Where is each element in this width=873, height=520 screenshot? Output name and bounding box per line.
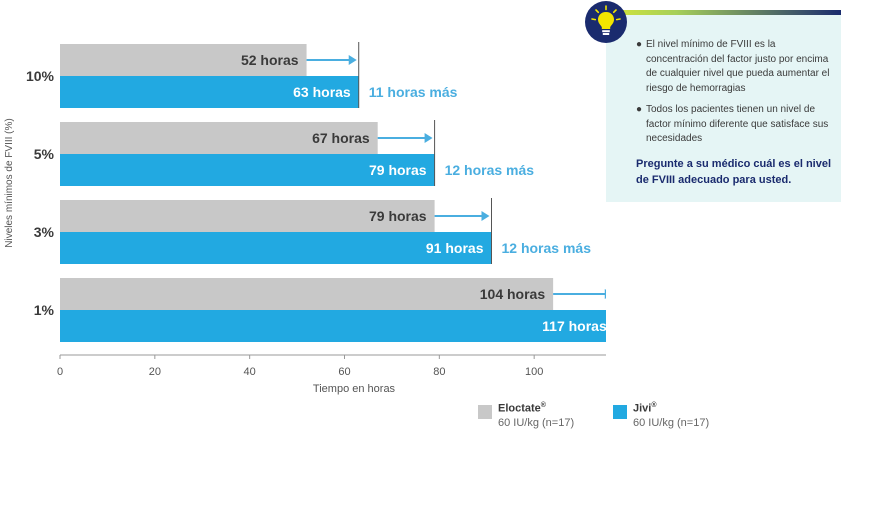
bar-chart: 52 horas 63 horas 11 horas más 10% 67 horas 7… [4,42,606,395]
registered-mark: ® [651,402,657,409]
info-panel [606,14,841,202]
info-bullet: ● Todos los pacientes tienen un nivel de … [636,104,829,144]
bar-label-eloctate: 104 horas [480,286,546,302]
x-tick-label: 20 [149,366,161,378]
bar-jivi [60,232,492,264]
bar-jivi [60,310,606,342]
arrow-head [604,289,606,299]
bar-eloctate [60,44,307,76]
bar-eloctate [60,122,378,154]
bar-eloctate [60,278,554,310]
legend-name: Eloctate [498,402,541,415]
x-tick-label: 60 [338,366,350,378]
x-tick-label: 0 [57,366,63,378]
bullet-mark: ● [636,104,643,115]
bar-label-eloctate: 79 horas [369,208,427,224]
info-bullets: ● El nivel mínimo de FVIII es la concentr… [636,38,834,154]
category-label: 1% [34,302,55,318]
x-tick-label: 40 [244,366,256,378]
category-label: 5% [34,146,55,162]
legend-name: Jivi [633,402,652,415]
info-bullet: ● El nivel mínimo de FVIII es la concentr… [636,39,830,94]
y-axis-label: Niveles mínimos de FVIII (%) [4,118,15,247]
arrow-head [348,55,357,65]
legend-swatch [613,405,627,419]
bar-label-jivi: 91 horas [426,240,484,256]
bar-eloctate [60,200,435,232]
info-call-to-action: Pregunte a su médico cuál es el nivel de… [636,158,832,186]
legend-swatch [478,405,492,419]
bar-jivi [60,76,359,108]
difference-label: 12 horas más [445,162,535,178]
registered-mark: ® [540,402,546,409]
arrow-head [481,211,490,221]
bar-jivi [60,154,435,186]
bar-label-jivi: 117 horas [542,318,606,334]
x-tick-label: 100 [525,366,543,378]
difference-label: 12 horas más [501,240,591,256]
legend-dose: 60 IU/kg (n=17) [498,417,575,429]
bar-label-eloctate: 52 horas [241,52,299,68]
arrow-head [424,133,433,143]
x-tick-label: 80 [433,366,445,378]
category-label: 3% [34,224,55,240]
legend-dose: 60 IU/kg (n=17) [633,417,710,429]
lightbulb-icon [585,1,627,43]
bar-label-eloctate: 67 horas [312,130,370,146]
info-panel-accent-line [606,10,841,15]
x-axis: 020406080100120 [57,354,606,378]
bar-label-jivi: 63 horas [293,84,351,100]
bullet-mark: ● [636,39,643,50]
bars-layer: 52 horas 63 horas 11 horas más 10% 67 horas 7… [26,42,606,342]
difference-label: 11 horas más [369,84,458,100]
category-label: 10% [26,68,55,84]
bar-label-jivi: 79 horas [369,162,427,178]
x-axis-label: Tiempo en horas [313,383,396,395]
